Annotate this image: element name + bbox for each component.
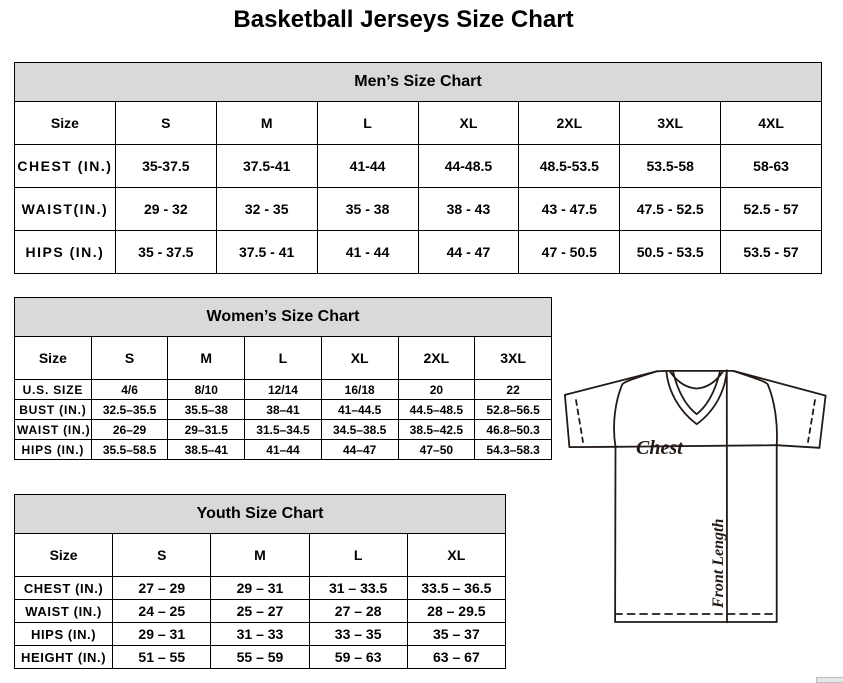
- svg-text:Chest: Chest: [636, 437, 684, 459]
- svg-text:Front Length: Front Length: [710, 519, 727, 609]
